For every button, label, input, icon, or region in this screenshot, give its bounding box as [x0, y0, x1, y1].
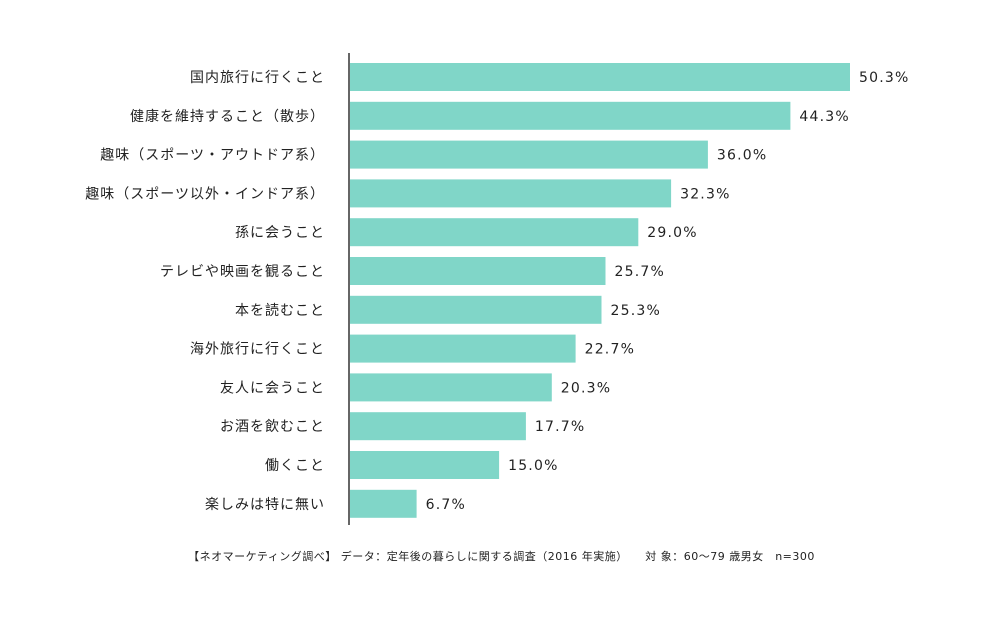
category-label-10: 働くこと — [265, 458, 325, 474]
bar-10 — [350, 451, 500, 479]
category-label-11: 楽しみは特に無い — [205, 497, 325, 513]
bar-8 — [350, 373, 552, 402]
value-label-0: 50.3% — [859, 70, 909, 86]
category-label-3: 趣味（スポーツ以外・インドア系） — [85, 186, 325, 202]
value-label-10: 15.0% — [508, 458, 558, 474]
category-label-8: 友人に会うこと — [220, 380, 325, 396]
bar-4 — [350, 218, 639, 247]
bar-6 — [350, 295, 602, 324]
bar-2 — [350, 140, 708, 169]
value-label-3: 32.3% — [680, 186, 730, 202]
value-label-2: 36.0% — [717, 148, 767, 164]
category-label-1: 健康を維持すること（散歩） — [130, 108, 325, 125]
value-label-6: 25.3% — [611, 303, 661, 319]
value-label-9: 17.7% — [535, 419, 585, 435]
bar-3 — [350, 179, 672, 208]
source-note: 【ネオマーケティング調べ】 データ：定年後の暮らしに関する調査（2016 年実施… — [188, 550, 815, 563]
bars-layer — [350, 63, 850, 518]
bar-9 — [350, 412, 526, 441]
bar-0 — [350, 63, 850, 91]
value-label-1: 44.3% — [799, 109, 849, 125]
bar-5 — [350, 257, 606, 285]
bar-1 — [350, 101, 791, 130]
category-label-2: 趣味（スポーツ・アウトドア系） — [100, 148, 325, 164]
category-label-5: テレビや映画を観ること — [160, 263, 325, 280]
value-label-4: 29.0% — [647, 225, 697, 241]
value-label-5: 25.7% — [615, 264, 665, 280]
value-label-7: 22.7% — [585, 342, 635, 358]
bar-7 — [350, 334, 576, 363]
category-label-4: 孫に会うこと — [235, 225, 325, 241]
category-label-7: 海外旅行に行くこと — [190, 342, 325, 358]
value-labels: 50.3% 44.3% 36.0% 32.3% 29.0% 25.7% 25.3% 22.7%… — [426, 70, 909, 513]
category-label-6: 本を読むこと — [235, 302, 325, 319]
category-label-9: お酒を飲むこと — [220, 419, 325, 435]
value-label-11: 6.7% — [426, 497, 466, 513]
bar-11 — [350, 489, 417, 518]
category-label-0: 国内旅行に行くこと — [190, 70, 325, 86]
value-label-8: 20.3% — [561, 380, 611, 396]
